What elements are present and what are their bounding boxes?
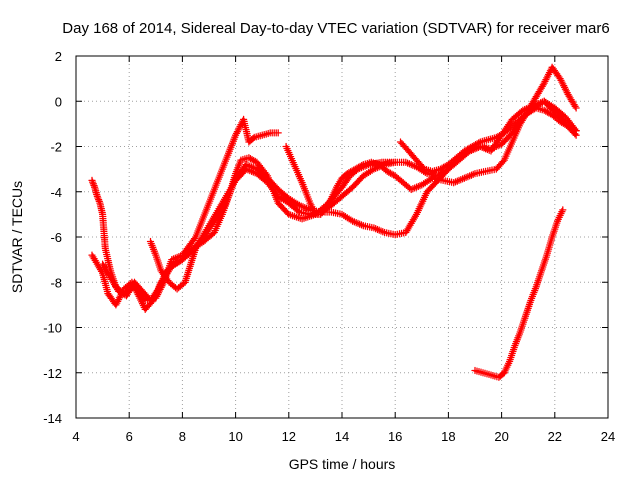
series-markers bbox=[88, 115, 282, 305]
series-arc-1 bbox=[88, 115, 282, 305]
x-tick-label: 10 bbox=[228, 429, 242, 444]
x-axis-label: GPS time / hours bbox=[289, 456, 396, 472]
y-tick-labels: -14 -12 -10 -8 -6 -4 -2 0 2 bbox=[43, 49, 62, 426]
y-tick-label: -10 bbox=[43, 321, 62, 336]
x-tick-label: 6 bbox=[126, 429, 133, 444]
series-arc-6 bbox=[396, 104, 580, 176]
x-tick-labels: 4 6 8 10 12 14 16 18 20 22 24 bbox=[72, 429, 615, 444]
x-tick-label: 4 bbox=[72, 429, 79, 444]
x-tick-label: 14 bbox=[335, 429, 349, 444]
plot-frame bbox=[75, 55, 609, 419]
x-tick-label: 24 bbox=[601, 429, 615, 444]
y-tick-label: -4 bbox=[50, 185, 62, 200]
y-tick-label: -8 bbox=[50, 275, 62, 290]
x-tick-label: 18 bbox=[441, 429, 455, 444]
data-series bbox=[88, 63, 580, 381]
series-markers bbox=[471, 206, 567, 381]
series-markers bbox=[88, 154, 399, 314]
y-tick-label: -6 bbox=[50, 230, 62, 245]
y-tick-label: -12 bbox=[43, 366, 62, 381]
y-tick-label: 0 bbox=[55, 94, 62, 109]
series-arc-5 bbox=[282, 63, 580, 219]
x-tick-label: 22 bbox=[548, 429, 562, 444]
y-tick-label: -2 bbox=[50, 140, 62, 155]
y-tick-label: -14 bbox=[43, 411, 62, 426]
x-tick-label: 12 bbox=[282, 429, 296, 444]
series-arc-2 bbox=[88, 154, 399, 314]
y-tick-label: 2 bbox=[55, 49, 62, 64]
series-arc-7 bbox=[471, 206, 567, 381]
x-tick-label: 20 bbox=[494, 429, 508, 444]
x-tick-label: 16 bbox=[388, 429, 402, 444]
chart-title: Day 168 of 2014, Sidereal Day-to-day VTE… bbox=[62, 20, 609, 37]
series-markers bbox=[282, 63, 580, 219]
x-tick-label: 8 bbox=[179, 429, 186, 444]
y-axis-label: SDTVAR / TECUs bbox=[9, 181, 25, 293]
series-markers bbox=[396, 104, 580, 176]
